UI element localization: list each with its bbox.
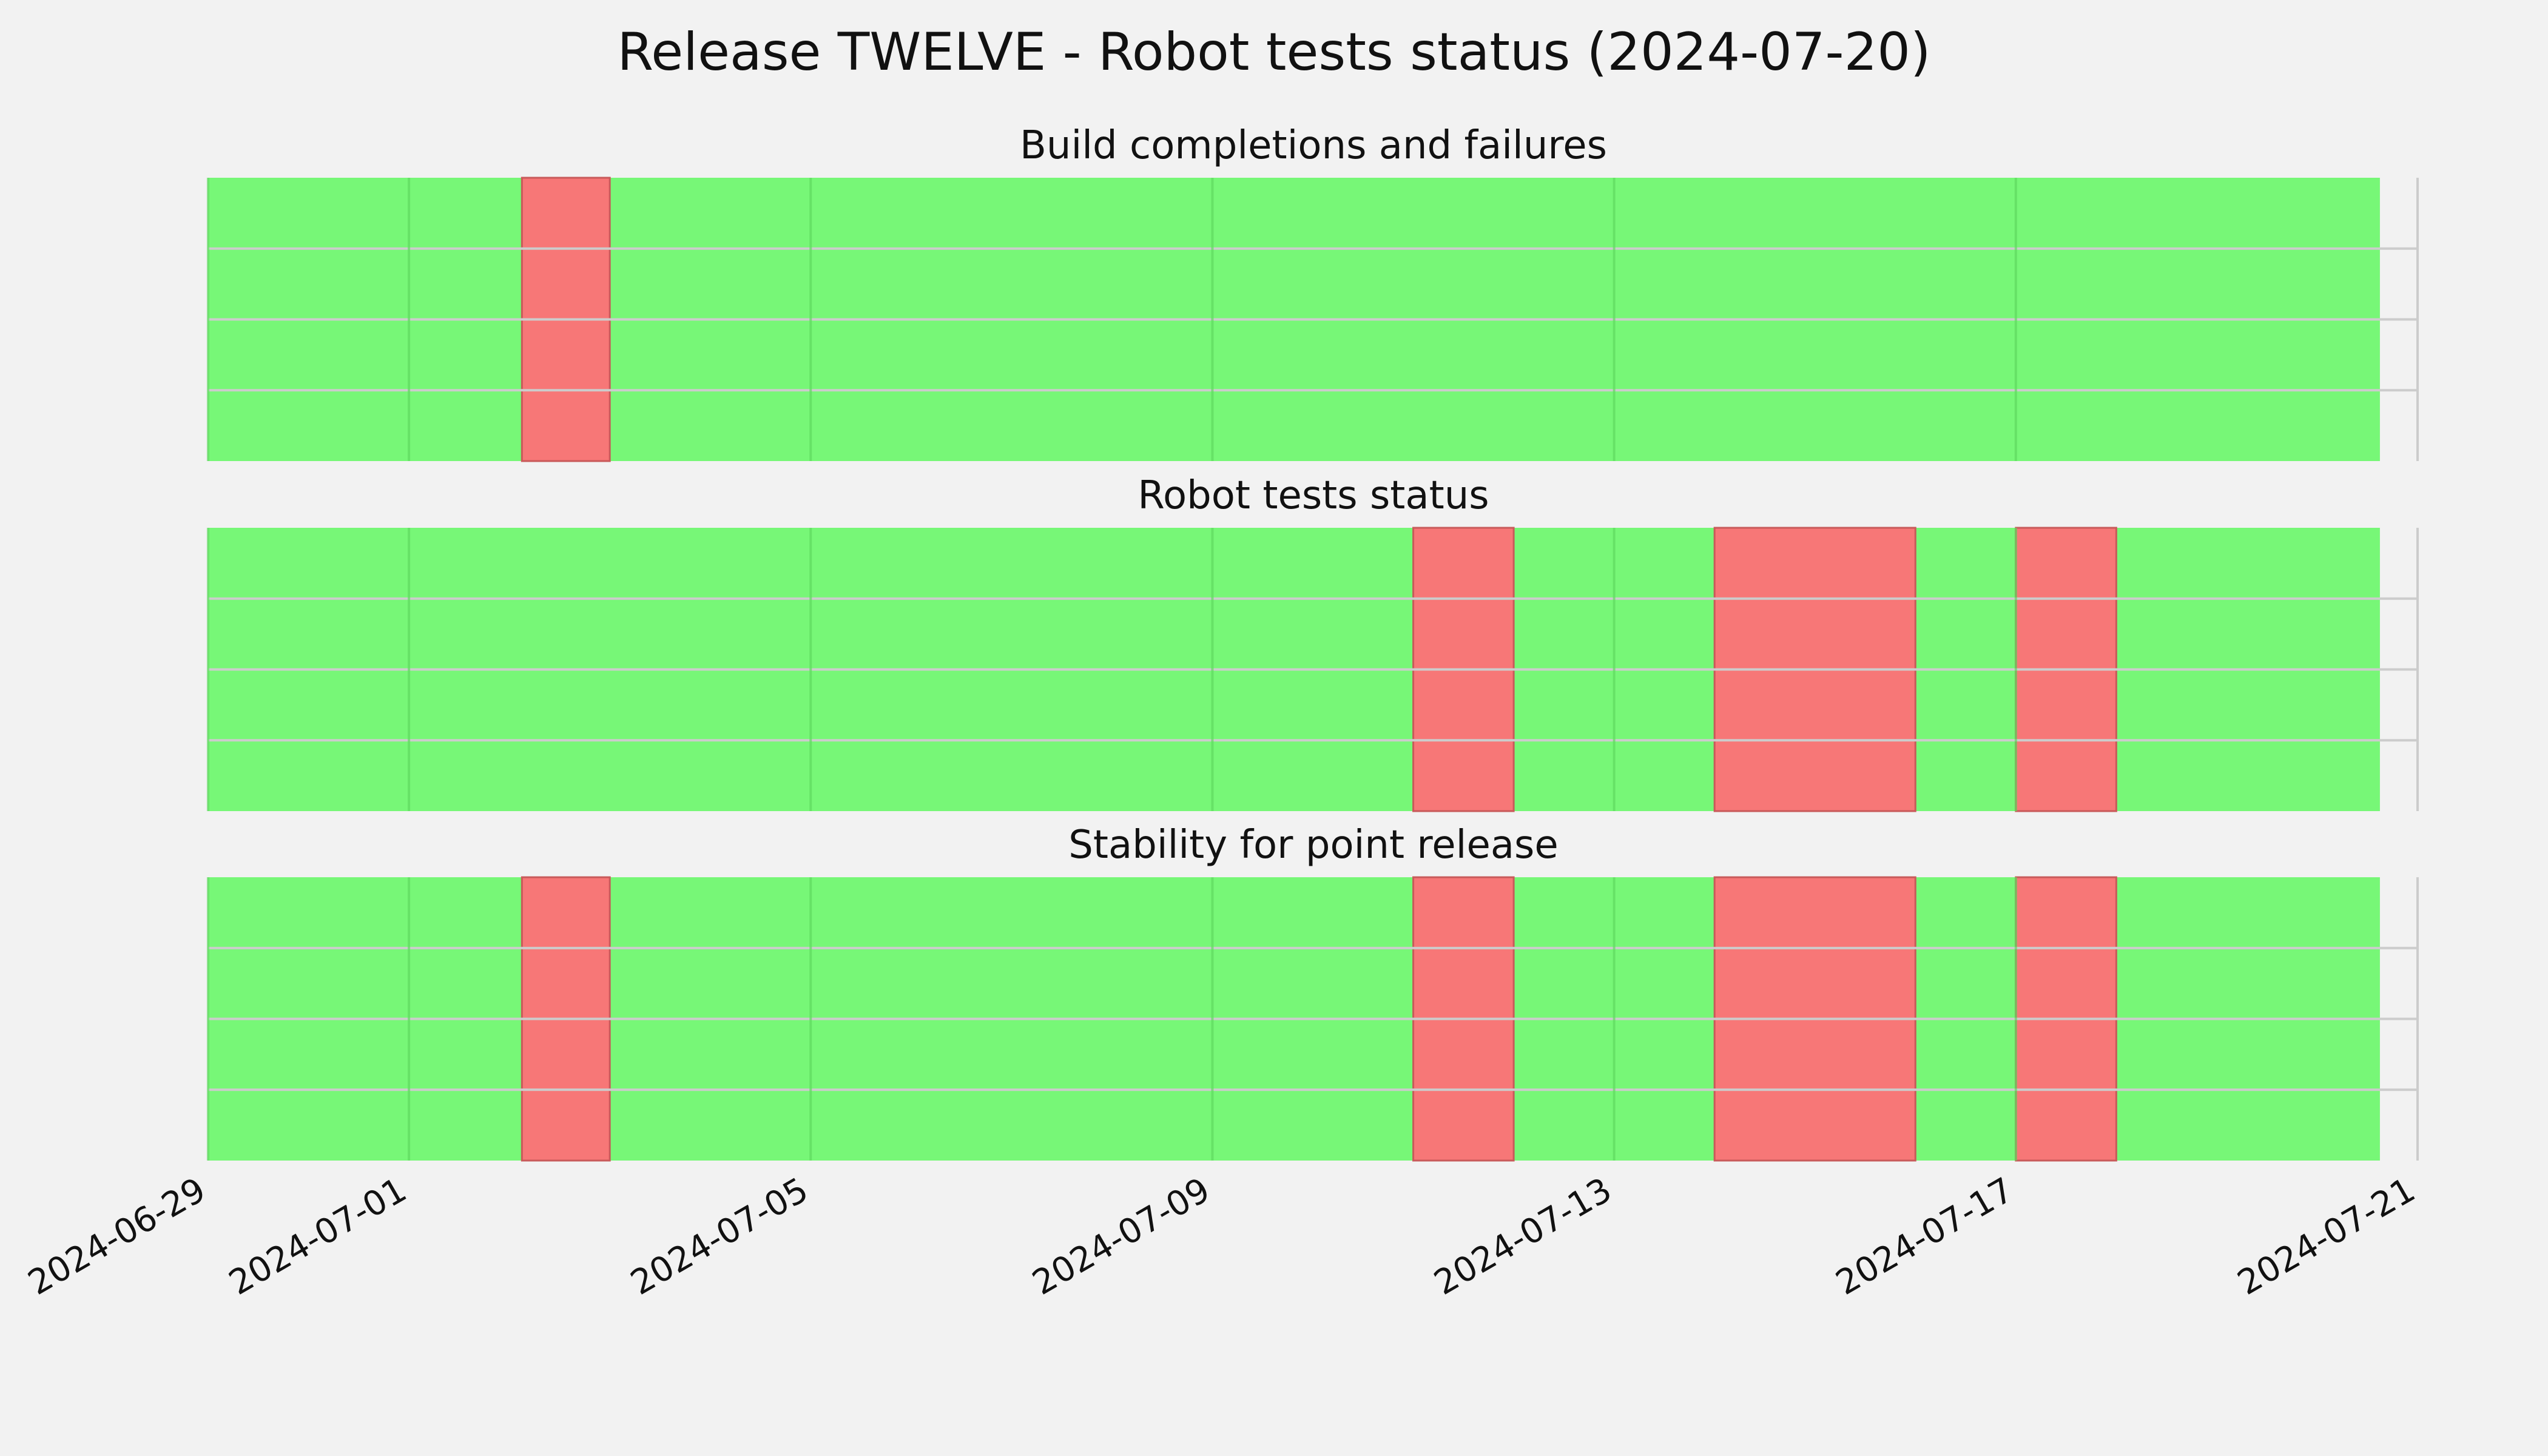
panel-2: Robot tests status [207,473,2419,812]
chart-title: Release TWELVE - Robot tests status (202… [617,22,1930,83]
panels: Build completions and failures Robot test… [207,123,2419,1162]
panel-3: Stability for point release [207,823,2419,1162]
panel-title: Stability for point release [1068,823,1559,868]
panel-title: Build completions and failures [1020,123,1607,168]
panel-1: Build completions and failures [207,123,2419,462]
panel-title: Robot tests status [1138,473,1489,518]
